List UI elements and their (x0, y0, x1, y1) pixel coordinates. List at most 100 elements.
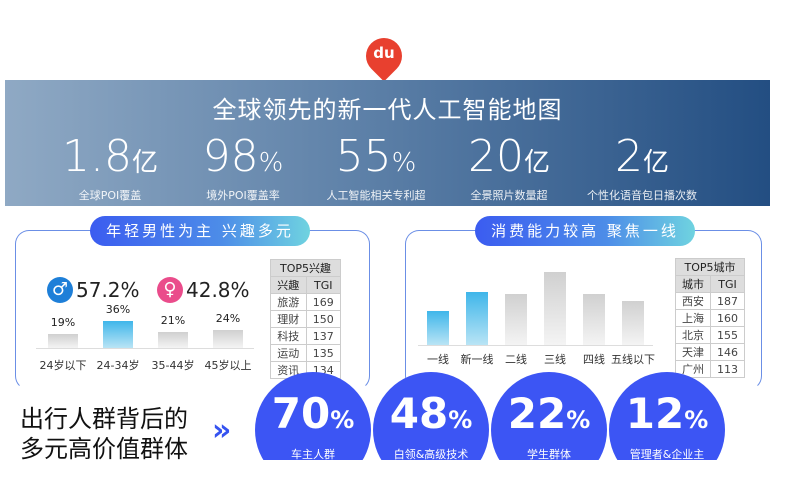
female-stat: ♀ 42.8% (157, 277, 250, 303)
stat-item: 98% 境外POI覆盖率 (168, 135, 318, 203)
table-row: 运动 135 (270, 344, 342, 362)
axis-line (418, 345, 653, 346)
bar (103, 321, 133, 348)
table-title-row: TOP5城市 (675, 258, 745, 276)
stat-number: 98 (202, 131, 259, 182)
table-title-row: TOP5兴趣 (270, 259, 341, 277)
stat-unit: 亿 (642, 148, 669, 178)
male-value: 57.2% (76, 278, 140, 302)
stat-number: 20 (467, 131, 524, 182)
group-number: 12 (625, 389, 685, 438)
stat-unit: 亿 (523, 148, 550, 178)
group-number: 22 (507, 389, 567, 438)
top5-interest-table: TOP5兴趣 兴趣 TGI 旅游 169 理财 150 科技 137 运动 135 资讯 134 (270, 259, 342, 379)
double-chevron-icon: » (212, 413, 232, 448)
stat-unit: % (258, 148, 284, 178)
bar (583, 294, 605, 345)
card-title: 消费能力较高 聚焦一线 (475, 216, 695, 246)
table-row: 北京 155 (674, 326, 745, 344)
table-cell: 160 (710, 309, 745, 327)
group-unit: % (448, 406, 473, 434)
stat-label: 境外POI覆盖率 (206, 189, 280, 202)
table-cell: 科技 (270, 327, 307, 345)
table-cell: 187 (710, 292, 745, 310)
table-header-row: 兴趣 TGI (270, 276, 342, 294)
group-value: 12% (609, 392, 725, 442)
stat-number: 1.8 (62, 131, 132, 182)
table-cell: 理财 (270, 310, 307, 328)
group-value: 22% (491, 392, 607, 442)
x-tick-label: 24岁以下 (39, 359, 87, 372)
bar (158, 332, 188, 348)
bar-label: 24% (215, 312, 241, 325)
table-row: 天津 146 (674, 343, 745, 361)
group-label: 车主人群 (291, 448, 335, 461)
stat-item: 1.8亿 全球POI覆盖 (35, 135, 185, 203)
group-number: 70 (271, 389, 331, 438)
table-cell: 旅游 (270, 293, 307, 311)
x-tick-label: 五线以下 (611, 353, 655, 366)
banner-title: 全球领先的新一代人工智能地图 (212, 96, 563, 124)
column-header: TGI (710, 275, 745, 293)
table-cell: 上海 (674, 309, 712, 327)
table-header-row: 城市 TGI (674, 275, 745, 293)
x-tick-label: 一线 (427, 353, 449, 366)
table-cell: 运动 (270, 344, 307, 362)
logo: du (373, 44, 395, 62)
table-row: 西安 187 (674, 292, 745, 310)
group-label: 管理者&企业主 (629, 448, 705, 461)
table-cell: 天津 (674, 343, 712, 361)
table-row: 上海 160 (674, 309, 745, 327)
table-title: TOP5兴趣 (270, 259, 341, 277)
bar (544, 272, 566, 345)
bar (427, 311, 449, 345)
x-tick-label: 45岁以上 (204, 359, 252, 372)
table-cell: 北京 (674, 326, 712, 344)
bar-label: 19% (50, 315, 76, 329)
table-cell: 150 (305, 310, 342, 328)
x-tick-label: 新一线 (460, 353, 494, 366)
table-cell: 169 (305, 293, 342, 311)
table-cell: 135 (305, 344, 342, 362)
x-tick-label: 35-44岁 (151, 359, 195, 372)
bottom-title-line: 出行人群背后的 (20, 405, 188, 433)
bottom-title: 出行人群背后的 多元高价值群体 (20, 404, 188, 464)
table-row: 理财 150 (270, 310, 342, 328)
group-value: 48% (373, 392, 489, 442)
x-tick-label: 四线 (583, 353, 605, 366)
table-row: 广州 113 (674, 360, 745, 378)
table-row: 旅游 169 (270, 293, 342, 311)
stat-number: 55 (335, 131, 392, 182)
table-cell: 146 (710, 343, 745, 361)
stat-item: 55% 人工智能相关专利超 (301, 135, 451, 203)
stat-label: 全球POI覆盖 (78, 189, 142, 202)
bar (48, 333, 78, 348)
male-stat: ♂ 57.2% (47, 277, 140, 303)
stat-item: 20亿 全景照片数量超 (434, 135, 584, 203)
bar (505, 294, 527, 345)
group-unit: % (684, 406, 709, 434)
x-tick-label: 二线 (505, 353, 527, 366)
x-tick-label: 24-34岁 (96, 359, 140, 372)
column-header: TGI (305, 276, 342, 294)
stat-unit: % (391, 148, 417, 178)
bar-label: 36% (105, 303, 131, 316)
bar (466, 292, 488, 345)
group-unit: % (566, 406, 591, 434)
bar (622, 301, 644, 345)
female-icon: ♀ (157, 277, 183, 303)
x-tick-label: 三线 (544, 353, 566, 366)
stat-label: 个性化语音包日播次数 (587, 189, 697, 202)
stat-item: 2亿个性化语音包日播次数 (567, 135, 717, 203)
top5-city-table: TOP5城市 城市 TGI 西安 187 上海 160 北京 155 天津 146 广州 113 (674, 258, 745, 378)
table-cell: 西安 (674, 292, 712, 310)
table-title: TOP5城市 (675, 258, 745, 276)
axis-line (36, 348, 254, 349)
card-title: 年轻男性为主 兴趣多元 (90, 216, 310, 246)
stat-label: 全景照片数量超 (470, 189, 548, 202)
stat-value: 2亿 (567, 135, 717, 185)
female-value: 42.8% (186, 278, 250, 302)
group-label: 白领&高级技术 (393, 448, 469, 461)
stat-unit: 亿 (131, 148, 158, 178)
stat-label: 人工智能相关专利超 (326, 189, 426, 202)
